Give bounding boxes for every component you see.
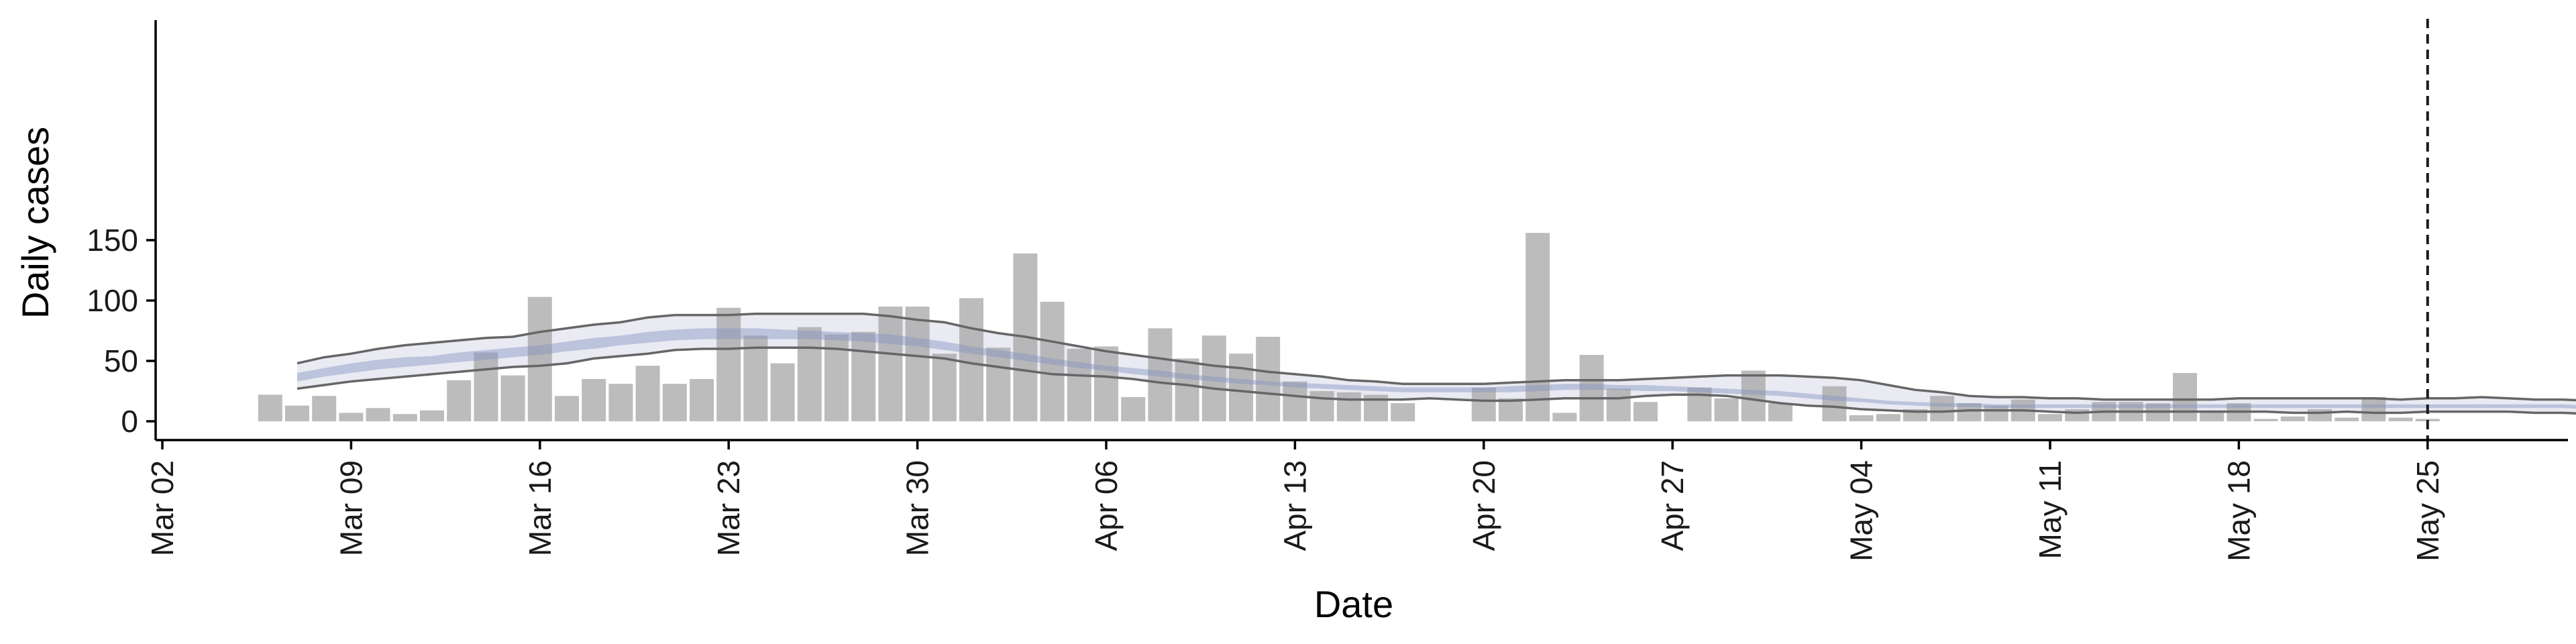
daily-case-bar (2334, 417, 2359, 421)
daily-case-bar (1391, 403, 1415, 421)
daily-case-bar (1121, 397, 1146, 421)
daily-case-bar (1849, 415, 1874, 421)
daily-case-bar (662, 384, 687, 421)
x-tick-label: Apr 20 (1466, 460, 1501, 551)
daily-case-bar (1822, 386, 1847, 421)
daily-case-bar (959, 298, 983, 421)
daily-case-bar (1067, 349, 1091, 421)
daily-case-bar (797, 327, 822, 421)
y-axis-title: Daily cases (14, 127, 56, 319)
daily-case-bar (1552, 413, 1577, 421)
daily-case-bar (932, 354, 957, 421)
daily-case-bar (608, 384, 633, 421)
daily-case-bar (1256, 337, 1281, 421)
daily-case-bar (392, 414, 417, 421)
daily-case-bar (312, 396, 337, 421)
x-tick-label: May 11 (2033, 460, 2068, 559)
daily-case-bar (447, 380, 472, 421)
daily-case-bar (2065, 409, 2090, 421)
daily-case-bar (1201, 335, 1226, 421)
x-tick-label: Apr 13 (1277, 460, 1312, 551)
x-tick-label: Mar 16 (523, 460, 557, 556)
daily-case-bar (500, 375, 525, 421)
y-tick-label: 50 (104, 343, 138, 378)
daily-case-bar (2388, 417, 2413, 421)
daily-case-bar (878, 307, 903, 421)
daily-case-bar (1930, 396, 1955, 421)
daily-case-bar (1336, 392, 1361, 421)
x-tick-label: Apr 06 (1089, 460, 1124, 551)
daily-case-bar (1229, 354, 1253, 421)
daily-case-bar (1283, 381, 1307, 421)
daily-case-bar (1768, 403, 1792, 421)
daily-case-bar (1714, 398, 1739, 421)
daily-case-bar (716, 307, 741, 421)
daily-case-bar (474, 352, 498, 421)
daily-case-bar (851, 331, 876, 421)
daily-case-bar (2173, 373, 2197, 421)
x-tick-label: Mar 09 (333, 460, 368, 556)
daily-case-bar (1741, 370, 1766, 421)
daily-case-bar (1094, 346, 1118, 421)
y-axis-ticks: 0 50 100 150 (87, 223, 156, 439)
daily-case-bar (1309, 391, 1334, 421)
daily-case-bar (743, 335, 768, 421)
daily-case-bar (2308, 409, 2332, 421)
x-tick-label: Mar 02 (145, 460, 180, 556)
daily-case-bar (1687, 387, 1712, 421)
daily-case-bar (1633, 402, 1658, 421)
daily-case-bar (690, 379, 714, 421)
x-tick-label: May 25 (2410, 460, 2445, 561)
x-tick-label: Apr 27 (1655, 460, 1690, 551)
x-axis-ticks: Mar 02 Mar 09 Mar 16 Mar 23 Mar 30 Apr 06 Apr … (145, 440, 2445, 561)
daily-case-bar (1040, 301, 1065, 421)
daily-case-bar (285, 405, 309, 421)
daily-case-bar (2200, 410, 2224, 421)
daily-case-bar (1579, 355, 1604, 421)
daily-case-bar (1606, 388, 1631, 421)
x-axis-title: Date (1314, 583, 1393, 625)
x-tick-label: Mar 30 (900, 460, 935, 556)
daily-case-bar (2361, 397, 2386, 421)
daily-case-bar (339, 413, 364, 421)
estimate-bound-lines (297, 313, 2576, 415)
daily-case-bar (770, 363, 795, 421)
daily-case-bar (258, 394, 282, 421)
daily-case-bar (1148, 328, 1173, 421)
daily-case-bar (1525, 233, 1550, 421)
daily-case-bar (986, 347, 1011, 421)
daily-case-bar (2280, 416, 2305, 421)
y-tick-label: 100 (87, 283, 138, 318)
daily-case-bar (1471, 387, 1496, 421)
daily-case-bars (258, 233, 2440, 421)
daily-case-bar (635, 366, 660, 421)
daily-case-bar (527, 297, 552, 421)
x-tick-label: May 18 (2221, 460, 2256, 561)
axes (154, 20, 2568, 441)
daily-case-bar (1876, 414, 1900, 421)
y-tick-label: 150 (87, 223, 138, 258)
daily-case-bar (2253, 419, 2278, 421)
daily-case-bar (555, 396, 579, 421)
daily-case-bar (2038, 414, 2062, 421)
lower-bound-line (297, 346, 2576, 415)
x-tick-label: May 04 (1844, 460, 1879, 561)
upper-bound-line (297, 313, 2576, 402)
daily-case-bar (905, 307, 930, 421)
x-tick-label: Mar 23 (711, 460, 746, 556)
daily-case-bar (1175, 358, 1199, 421)
daily-case-bar (420, 410, 444, 421)
daily-case-bar (1499, 398, 1523, 421)
daily-case-bar (582, 379, 606, 421)
y-tick-label: 0 (121, 404, 138, 439)
daily-case-bar (1957, 403, 1982, 421)
daily-case-bar (366, 408, 390, 421)
